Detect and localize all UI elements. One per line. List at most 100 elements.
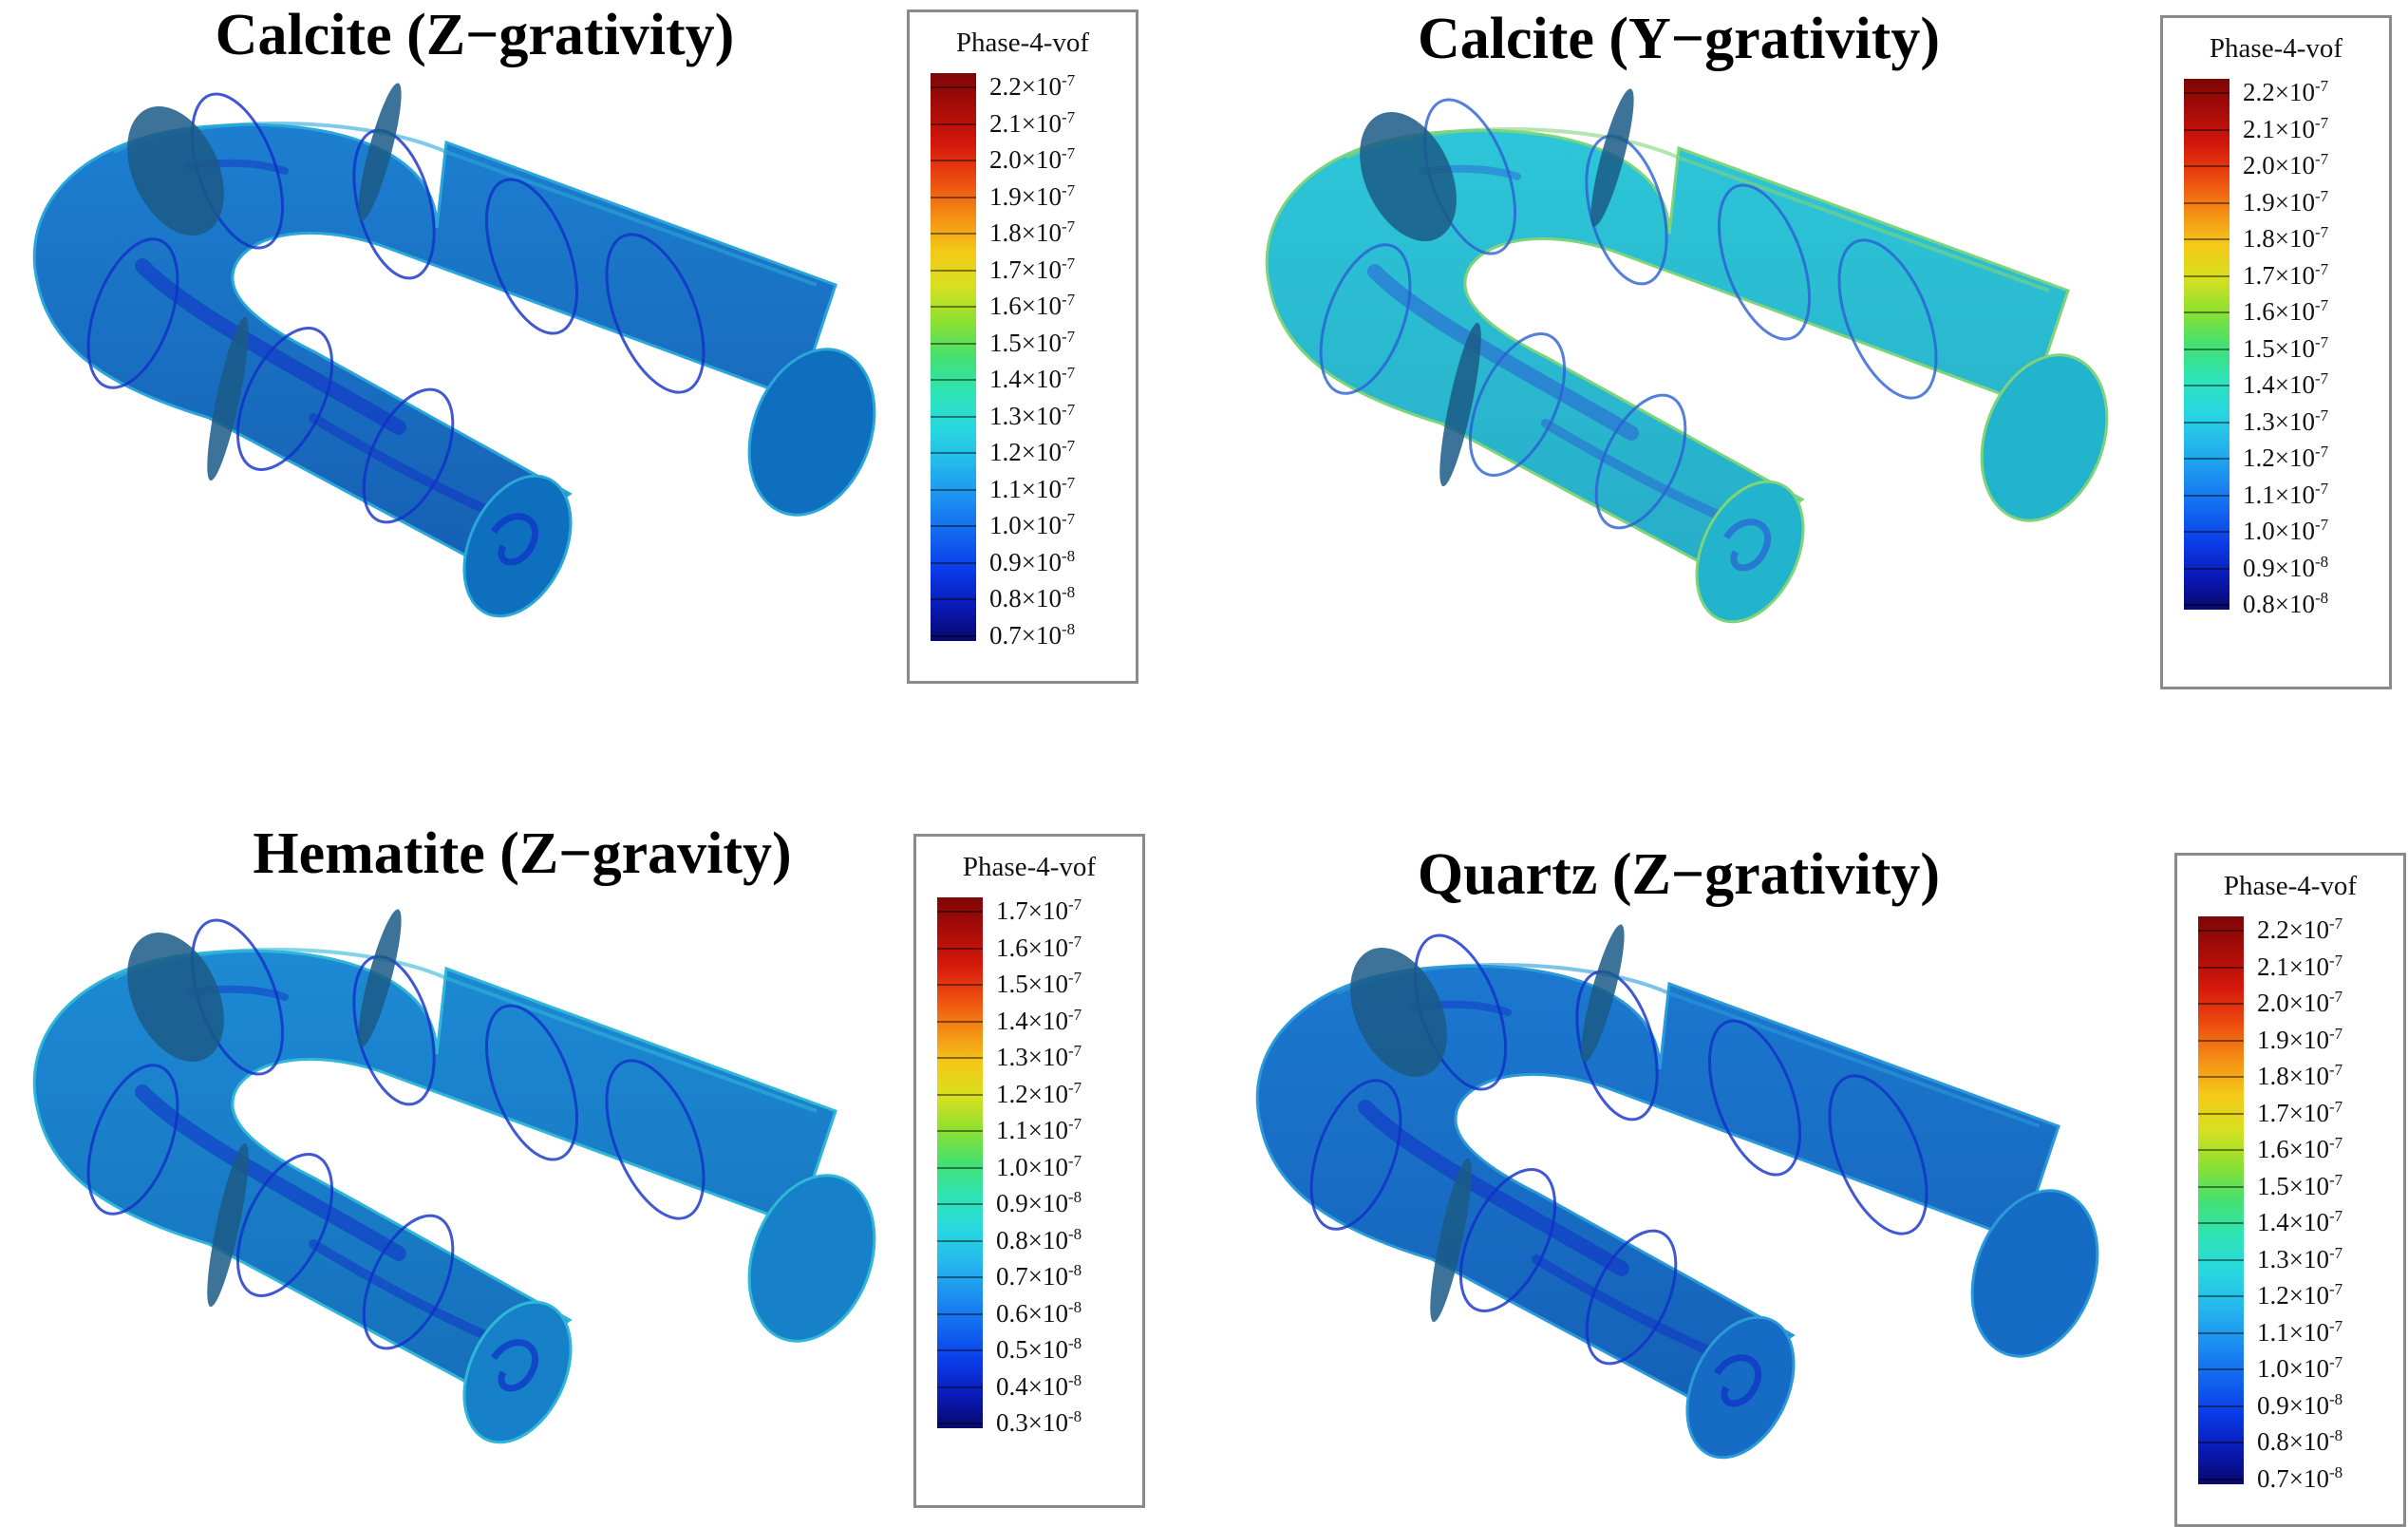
colorbar-tick bbox=[2198, 1149, 2244, 1151]
colorbar-tick bbox=[2184, 238, 2229, 240]
colorbar-tick bbox=[2198, 1112, 2244, 1115]
colorbar-tick bbox=[2184, 128, 2229, 131]
colorbar-tick bbox=[931, 488, 976, 491]
baffle-plate bbox=[1430, 1158, 1472, 1323]
colorbar-tick-label: 1.1×10-7 bbox=[2243, 479, 2329, 509]
colorbar-tick-label: 0.8×10-8 bbox=[2243, 589, 2329, 618]
flow-streak bbox=[309, 413, 499, 518]
colorbar-tick-label: 1.8×10-7 bbox=[989, 217, 1076, 247]
pipe-ring-joint bbox=[1837, 238, 1938, 400]
pipe-scene bbox=[1265, 88, 2109, 624]
inlet-end-cap bbox=[1685, 1315, 1796, 1460]
pipe-ring-joint bbox=[1458, 1168, 1557, 1312]
colorbar-tick-label: 1.5×10-7 bbox=[2243, 332, 2329, 363]
colorbar-tick bbox=[2198, 1185, 2244, 1188]
colorbar-tick-label: 1.0×10-7 bbox=[2243, 516, 2329, 545]
panel-title: Calcite (Y−grativity) bbox=[1417, 7, 1941, 71]
colorbar-tick-label: 0.4×10-8 bbox=[996, 1370, 1082, 1401]
inlet-end-cap bbox=[462, 474, 573, 618]
colorbar-tick bbox=[2184, 567, 2229, 570]
baffle-plate bbox=[207, 316, 249, 481]
legend-title: Phase-4-vof bbox=[955, 28, 1090, 58]
colorbar-tick-label: 0.7×10-8 bbox=[2257, 1462, 2343, 1493]
colorbar-tick bbox=[937, 1276, 983, 1278]
colorbar-tick-label: 2.1×10-7 bbox=[2243, 113, 2329, 143]
colorbar-tick-label: 1.9×10-7 bbox=[2243, 186, 2329, 217]
colorbar-tick bbox=[931, 525, 976, 527]
colorbar-tick-label: 2.2×10-7 bbox=[2243, 77, 2329, 106]
colorbar-tick bbox=[937, 1349, 983, 1351]
colorbar bbox=[2198, 916, 2244, 1484]
panel-calcite-z: Calcite (Z−grativity) Phase-4-vof 2.2×10… bbox=[0, 0, 1204, 760]
pipe-assembly bbox=[32, 909, 876, 1444]
colorbar-tick-label: 1.3×10-7 bbox=[996, 1042, 1082, 1071]
pipe-scene bbox=[32, 909, 876, 1444]
colorbar-tick bbox=[931, 379, 976, 381]
colorbar-tick-label: 1.7×10-7 bbox=[2257, 1097, 2343, 1127]
panel-title: Calcite (Z−grativity) bbox=[215, 3, 735, 67]
colorbar-tick-label: 1.2×10-7 bbox=[996, 1078, 1082, 1108]
baffle-plate bbox=[1581, 924, 1625, 1063]
colorbar-tick bbox=[937, 1166, 983, 1169]
colorbar-tick-label: 2.1×10-7 bbox=[989, 107, 1076, 138]
colorbar-tick-label: 1.0×10-7 bbox=[989, 510, 1076, 539]
colorbar-tick-label: 0.5×10-8 bbox=[996, 1334, 1082, 1364]
colorbar-tick bbox=[2198, 1222, 2244, 1224]
inlet-swirl bbox=[491, 1339, 539, 1392]
pipe-ring-joint bbox=[1707, 1019, 1802, 1177]
pipe-ring-joint bbox=[1468, 332, 1567, 477]
colorbar-tick-label: 1.2×10-7 bbox=[989, 437, 1076, 466]
colorbar-tick-label: 1.7×10-7 bbox=[989, 254, 1076, 284]
colorbar-tick bbox=[2198, 1076, 2244, 1078]
colorbar-tick-label: 1.5×10-7 bbox=[989, 327, 1076, 357]
legend-title: Phase-4-vof bbox=[2209, 33, 2343, 64]
colorbar-legend: Phase-4-vof 1.7×10-7 1.6×10-7 1.5×10-7 1.4×… bbox=[913, 834, 1145, 1508]
pipe-ring-joint bbox=[484, 1004, 579, 1161]
pipe-ring-joint bbox=[484, 178, 579, 335]
colorbar-tick bbox=[931, 269, 976, 272]
colorbar-tick bbox=[2198, 1442, 2244, 1443]
colorbar-tick bbox=[2184, 494, 2229, 497]
colorbar-tick bbox=[931, 415, 976, 418]
colorbar-tick-label: 1.1×10-7 bbox=[996, 1115, 1082, 1144]
colorbar-tick-label: 1.6×10-7 bbox=[2243, 296, 2329, 326]
pipe-scene bbox=[1255, 924, 2099, 1460]
flow-streak bbox=[309, 1239, 499, 1344]
colorbar-tick bbox=[931, 86, 976, 88]
pipe-ring-joint bbox=[1319, 243, 1412, 395]
colorbar-tick-label: 0.8×10-8 bbox=[989, 583, 1076, 613]
colorbar-tick bbox=[937, 1203, 983, 1205]
colorbar bbox=[931, 73, 976, 641]
baffle-plate bbox=[1590, 88, 1634, 227]
colorbar-tick-label: 2.0×10-7 bbox=[2243, 150, 2329, 179]
colorbar-tick-label: 1.6×10-7 bbox=[989, 291, 1076, 320]
colorbar-tick-label: 1.9×10-7 bbox=[989, 180, 1076, 211]
pipe-ring-joint bbox=[1828, 1074, 1928, 1235]
outlet-end-cap bbox=[1980, 353, 2109, 522]
colorbar-tick-label: 1.2×10-7 bbox=[2243, 443, 2329, 472]
colorbar-tick bbox=[2184, 531, 2229, 533]
colorbar-tick bbox=[2198, 1368, 2244, 1370]
colorbar-tick bbox=[2198, 966, 2244, 969]
panel-quartz-z: Quartz (Z−grativity) Phase-4-vof 2.2×10-… bbox=[1204, 760, 2408, 1527]
baffle-plate bbox=[1439, 322, 1481, 487]
colorbar-tick-label: 1.3×10-7 bbox=[2243, 405, 2329, 436]
colorbar-tick bbox=[2184, 311, 2229, 313]
pipe-ring-joint bbox=[235, 327, 334, 471]
colorbar-tick bbox=[931, 196, 976, 198]
baffle-plate bbox=[127, 933, 224, 1062]
inlet-end-cap bbox=[1695, 480, 1805, 624]
baffle-plate bbox=[207, 1142, 249, 1308]
colorbar-tick-label: 1.3×10-7 bbox=[989, 400, 1076, 430]
colorbar-tick-label: 2.0×10-7 bbox=[989, 144, 1076, 174]
colorbar-tick-label: 1.6×10-7 bbox=[2257, 1134, 2343, 1163]
colorbar-tick bbox=[937, 1312, 983, 1315]
colorbar-tick bbox=[937, 1239, 983, 1242]
colorbar-tick bbox=[2184, 165, 2229, 167]
colorbar-tick-label: 2.1×10-7 bbox=[2257, 951, 2343, 981]
colorbar-tick-label: 0.7×10-8 bbox=[996, 1261, 1082, 1291]
panel-calcite-y: Calcite (Y−grativity) Phase-4-vof 2.2×10… bbox=[1204, 0, 2408, 760]
pipe-ring-joint bbox=[362, 1214, 455, 1350]
colorbar-tick bbox=[2198, 930, 2244, 932]
pipe-assembly bbox=[32, 83, 876, 618]
